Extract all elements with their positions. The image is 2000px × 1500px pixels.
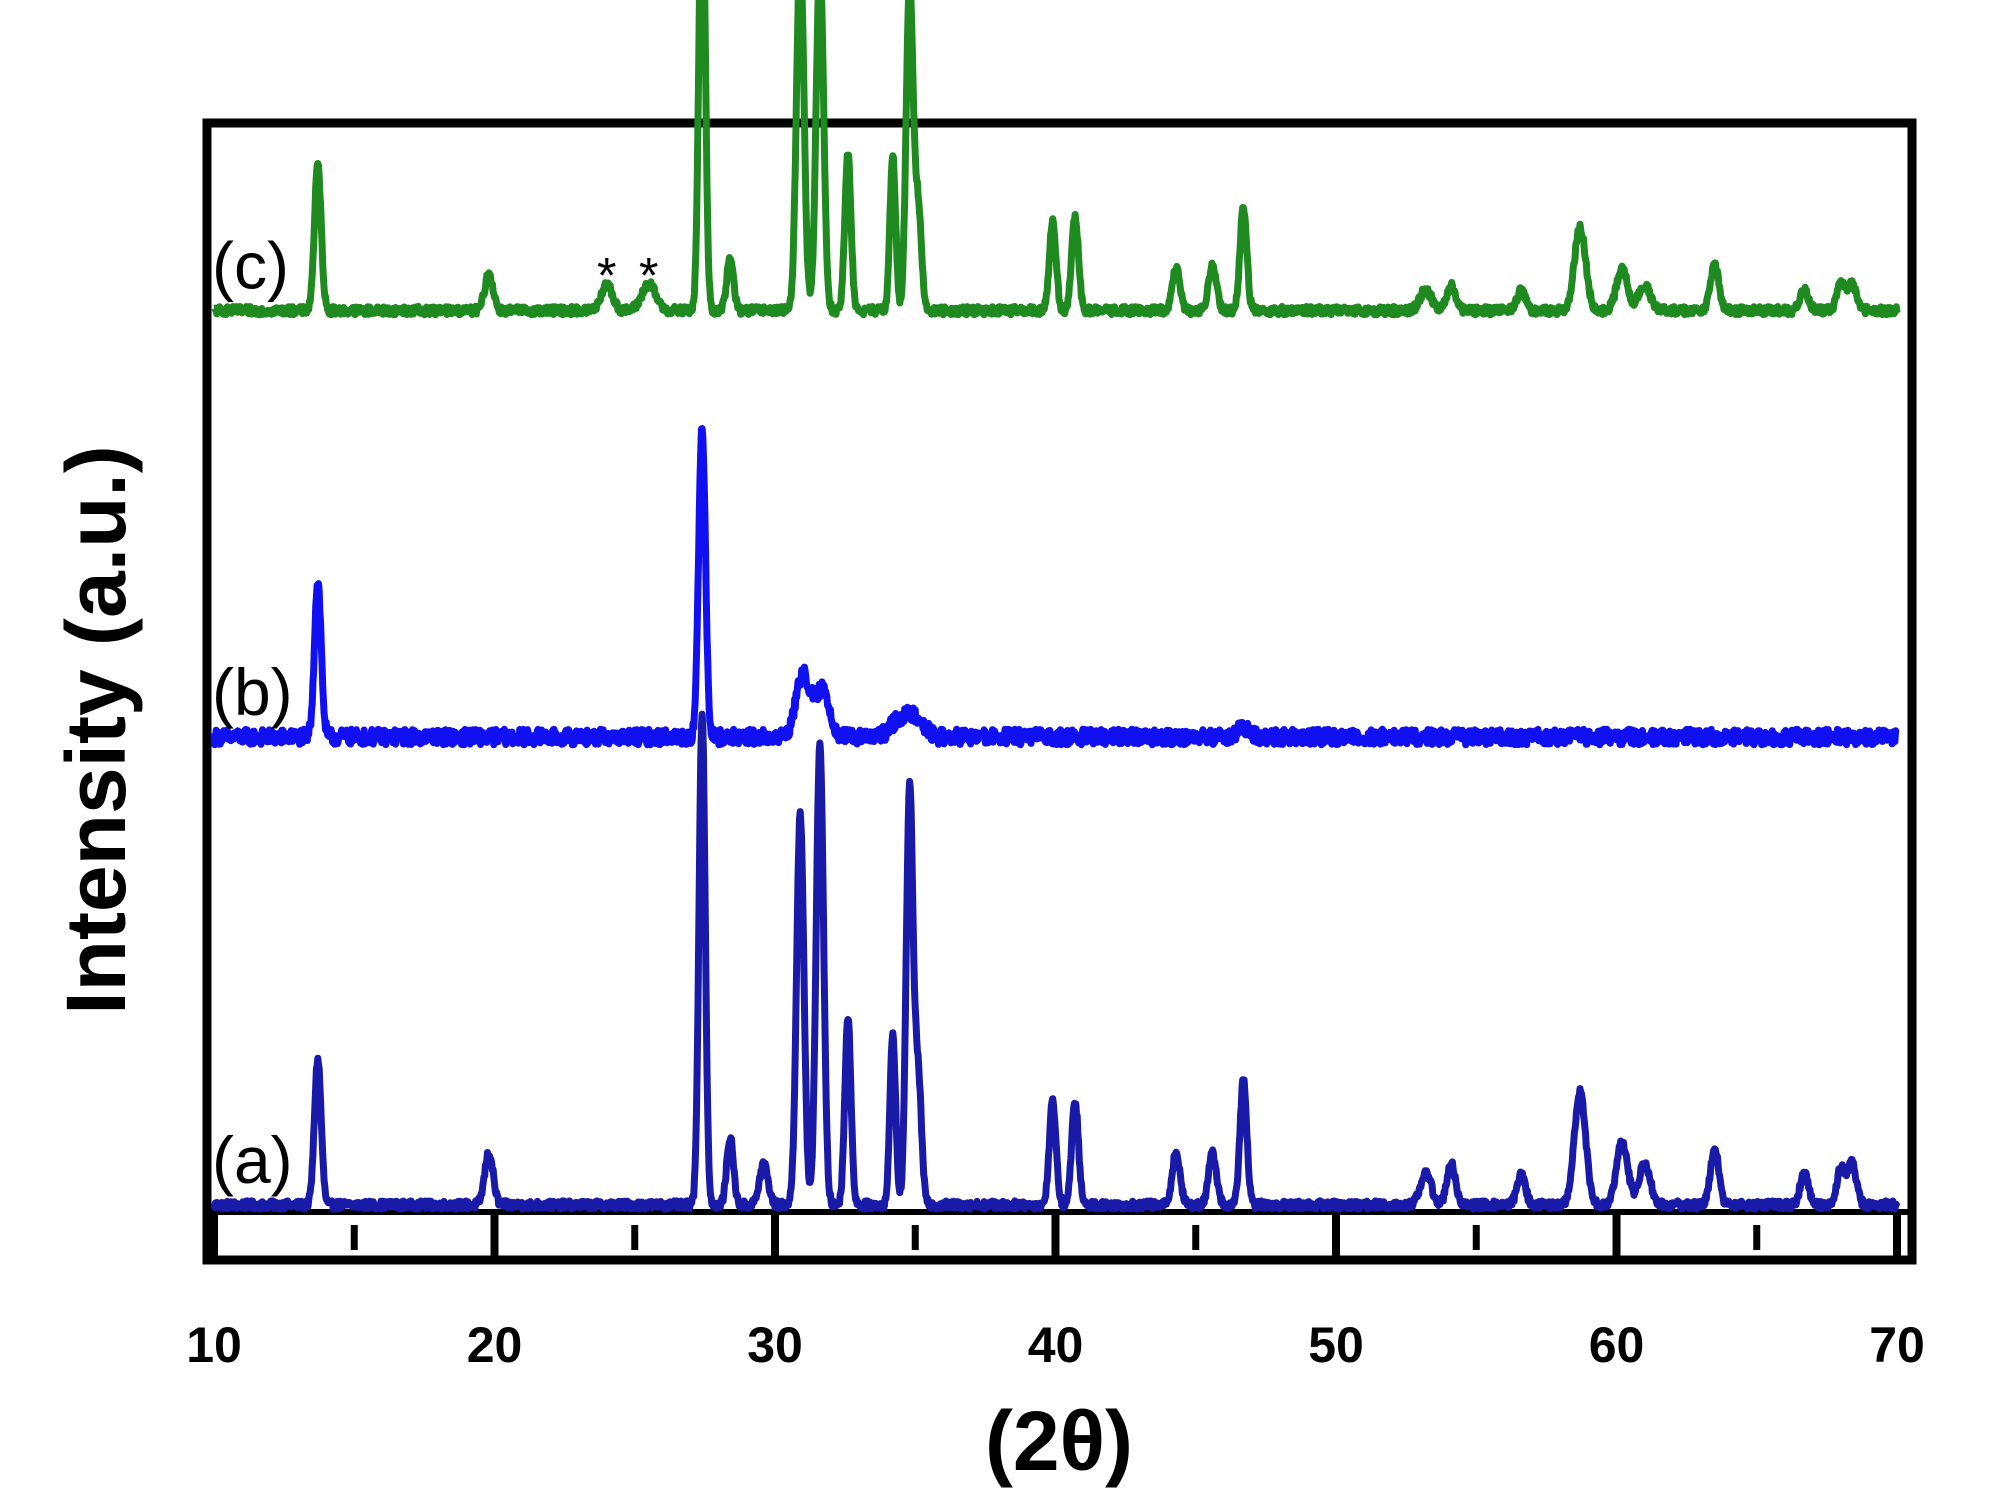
x-tick-label-70: 70 <box>1869 1317 1925 1373</box>
x-tick-label-20: 20 <box>467 1317 523 1373</box>
series-label-c: (c) <box>212 229 289 303</box>
series-label-b: (b) <box>212 655 293 729</box>
annotation-asterisk-2: * <box>639 248 658 304</box>
x-tick-labels: 10 20 30 40 50 60 70 <box>186 1317 1925 1373</box>
series-label-a: (a) <box>212 1123 293 1197</box>
series-labels: (a)(b)(c)(d) <box>212 229 293 1197</box>
x-tick-label-60: 60 <box>1589 1317 1645 1373</box>
x-ticks <box>210 1212 1901 1260</box>
x-tick-label-40: 40 <box>1028 1317 1084 1373</box>
x-tick-label-10: 10 <box>186 1317 242 1373</box>
y-axis-title: Intensity (a.u.) <box>49 445 143 1014</box>
x-tick-label-30: 30 <box>747 1317 803 1373</box>
annotation-asterisk-1: * <box>597 248 616 304</box>
series-group <box>210 0 1901 1213</box>
annotations: * * <box>597 248 659 304</box>
x-axis-title: (2θ) <box>985 1394 1133 1488</box>
series-line-a <box>210 710 1901 1213</box>
series-line-b <box>210 425 1900 749</box>
series-line-c <box>211 0 1901 319</box>
x-tick-label-50: 50 <box>1308 1317 1364 1373</box>
